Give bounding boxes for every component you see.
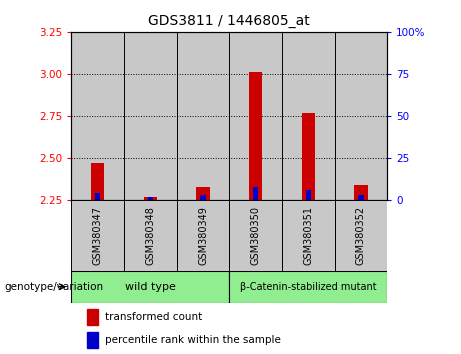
Text: GSM380352: GSM380352 xyxy=(356,206,366,265)
Bar xyxy=(355,185,367,200)
Bar xyxy=(306,190,311,200)
Bar xyxy=(229,200,282,271)
Text: GSM380349: GSM380349 xyxy=(198,206,208,264)
Text: GSM380350: GSM380350 xyxy=(251,206,260,265)
Bar xyxy=(95,193,100,200)
Bar xyxy=(282,200,335,271)
Bar xyxy=(148,197,153,200)
Bar xyxy=(196,187,210,200)
Bar xyxy=(229,271,387,303)
Bar xyxy=(144,197,157,200)
Bar xyxy=(71,200,124,271)
Text: GSM380348: GSM380348 xyxy=(145,206,155,264)
Bar xyxy=(335,200,387,271)
Text: percentile rank within the sample: percentile rank within the sample xyxy=(105,335,280,345)
Bar xyxy=(71,32,124,200)
Bar xyxy=(201,195,206,200)
Bar xyxy=(71,271,229,303)
Text: wild type: wild type xyxy=(125,282,176,292)
Text: GSM380351: GSM380351 xyxy=(303,206,313,265)
Text: GSM380347: GSM380347 xyxy=(93,206,103,265)
Bar xyxy=(124,200,177,271)
Bar xyxy=(301,113,315,200)
Bar xyxy=(177,200,229,271)
Bar xyxy=(358,195,364,200)
Bar xyxy=(124,32,177,200)
Bar xyxy=(253,187,258,200)
Bar xyxy=(249,72,262,200)
Text: transformed count: transformed count xyxy=(105,312,202,322)
Bar xyxy=(87,309,98,325)
Title: GDS3811 / 1446805_at: GDS3811 / 1446805_at xyxy=(148,14,310,28)
Bar xyxy=(87,332,98,348)
Text: genotype/variation: genotype/variation xyxy=(5,282,104,292)
Bar xyxy=(229,32,282,200)
Bar xyxy=(282,32,335,200)
Bar xyxy=(335,32,387,200)
Text: β-Catenin-stabilized mutant: β-Catenin-stabilized mutant xyxy=(240,282,377,292)
Bar xyxy=(177,32,229,200)
Bar xyxy=(91,163,104,200)
